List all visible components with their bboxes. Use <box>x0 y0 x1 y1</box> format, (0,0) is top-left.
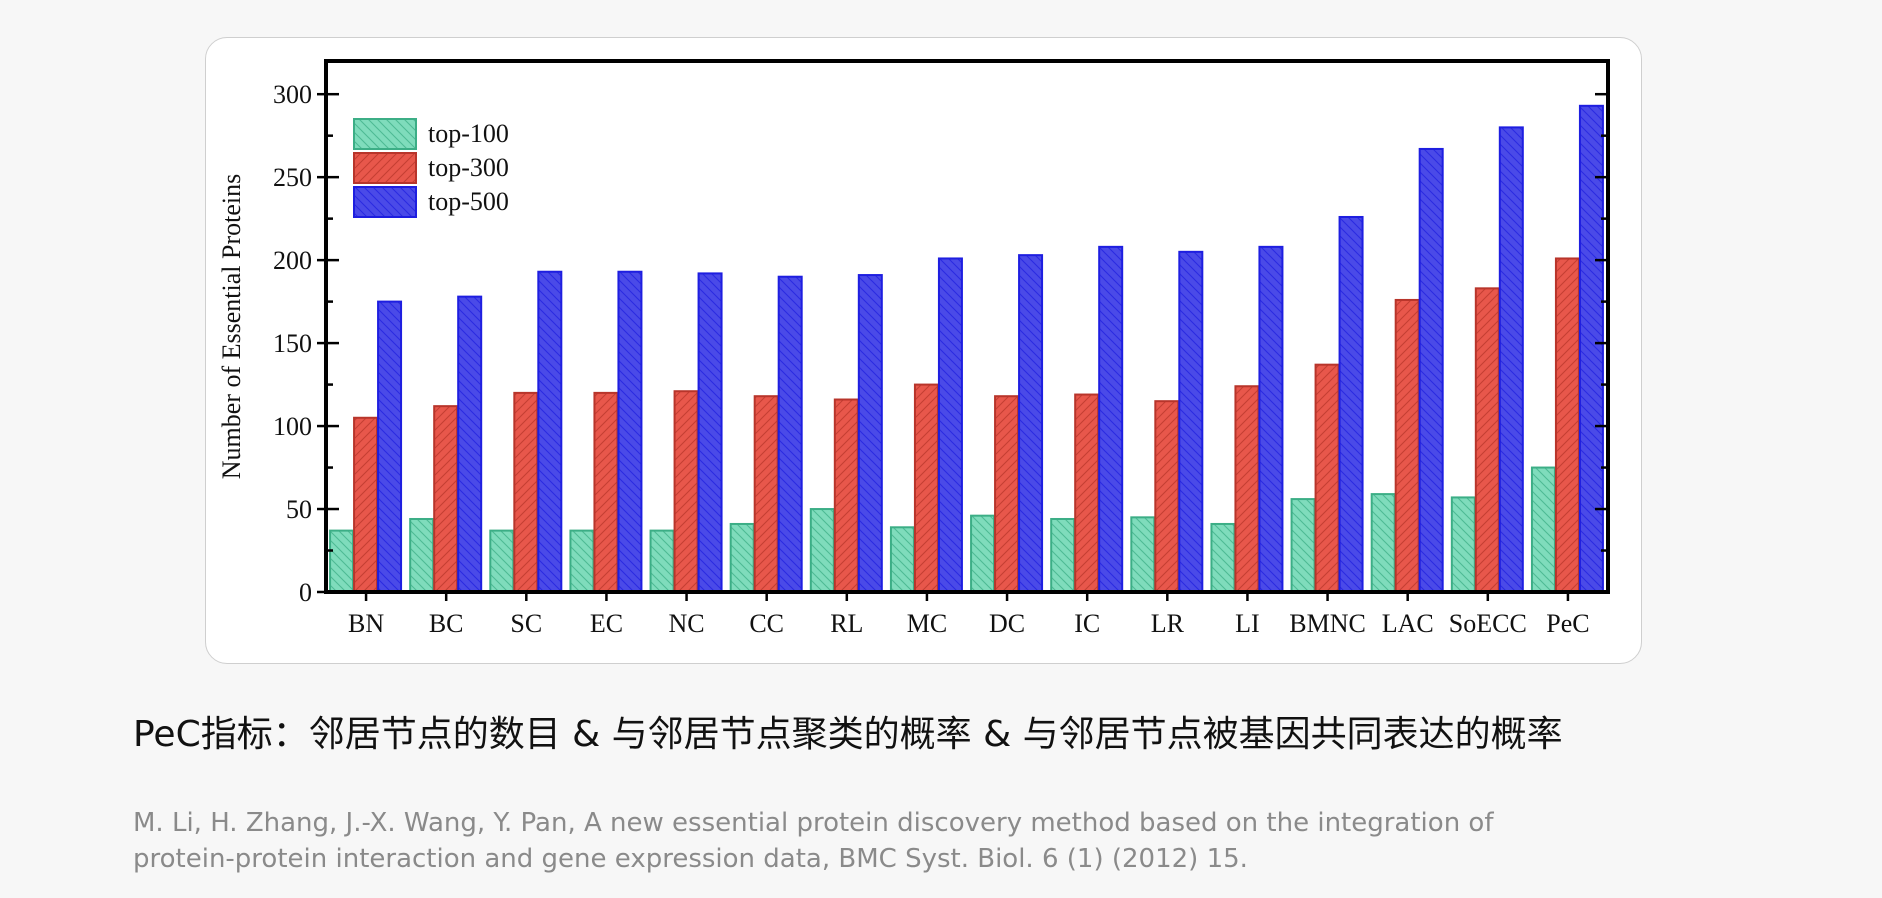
bar-mc-top-500 <box>937 257 963 593</box>
x-tick-label-bn: BN <box>348 609 384 638</box>
reference-line-2: protein-protein interaction and gene exp… <box>133 844 1248 874</box>
bar-cc-top-300 <box>753 395 779 593</box>
y-tick-label-200: 200 <box>273 246 312 275</box>
bar-nc-top-500 <box>697 272 723 593</box>
bar-ic-top-300 <box>1074 393 1100 593</box>
bar-dc-top-500 <box>1018 254 1044 593</box>
bar-pec-top-100 <box>1530 466 1556 593</box>
y-tick-label-300: 300 <box>273 80 312 109</box>
bar-lac-top-300 <box>1394 298 1420 593</box>
x-tick-label-bc: BC <box>429 609 464 638</box>
bar-chart: BN BC SC EC NC CC RL MC DC IC LR LI BMNC LAC SoECC PeC 0… <box>217 59 1610 638</box>
bar-bn-top-500 <box>377 300 403 593</box>
bar-dc-top-100 <box>970 514 996 594</box>
bar-cc-top-500 <box>777 275 803 593</box>
x-tick-label-cc: CC <box>749 609 784 638</box>
legend-swatch-top-100 <box>353 118 417 150</box>
bar-soecc-top-100 <box>1450 496 1476 593</box>
y-axis-label: Number of Essential Proteins <box>217 174 246 479</box>
bar-cc-top-100 <box>729 522 755 594</box>
bar-lac-top-500 <box>1418 147 1444 594</box>
bar-sc-top-100 <box>489 529 515 593</box>
x-tick-label-nc: NC <box>669 609 705 638</box>
bar-nc-top-100 <box>649 529 675 593</box>
bar-lr-top-300 <box>1154 400 1180 593</box>
bar-pec-top-500 <box>1578 104 1604 593</box>
bar-soecc-top-300 <box>1474 287 1500 593</box>
bar-lac-top-100 <box>1370 493 1396 593</box>
y-tick-label-250: 250 <box>273 163 312 192</box>
bar-lr-top-100 <box>1130 516 1156 593</box>
bar-sc-top-500 <box>537 270 563 593</box>
x-tick-label-lac: LAC <box>1382 609 1434 638</box>
bar-rl-top-300 <box>833 398 859 594</box>
bar-bmnc-top-100 <box>1290 498 1316 594</box>
bar-soecc-top-500 <box>1498 126 1524 593</box>
chart-card: BN BC SC EC NC CC RL MC DC IC LR LI BMNC LAC SoECC PeC 0… <box>205 37 1642 664</box>
bar-bc-top-500 <box>457 295 483 593</box>
bar-pec-top-300 <box>1554 257 1580 593</box>
reference-citation: M. Li, H. Zhang, J.-X. Wang, Y. Pan, A n… <box>133 805 1693 877</box>
x-tick-label-sc: SC <box>510 609 542 638</box>
bar-rl-top-500 <box>857 274 883 593</box>
y-tick-label-100: 100 <box>273 412 312 441</box>
bar-bmnc-top-500 <box>1338 215 1364 593</box>
bar-ic-top-500 <box>1098 245 1124 593</box>
bar-bc-top-100 <box>409 517 435 593</box>
bar-dc-top-300 <box>994 395 1020 593</box>
bar-li-top-300 <box>1234 385 1260 593</box>
bar-ic-top-100 <box>1050 517 1076 593</box>
x-tick-label-ec: EC <box>590 609 623 638</box>
y-tick-label-50: 50 <box>286 495 312 524</box>
bar-ec-top-100 <box>569 529 595 593</box>
bar-bn-top-300 <box>353 416 379 593</box>
legend-swatch-top-300 <box>353 152 417 184</box>
x-tick-label-pec: PeC <box>1546 609 1589 638</box>
legend-label-top-300: top-300 <box>428 153 509 182</box>
legend-label-top-100: top-100 <box>428 119 509 148</box>
bar-ec-top-300 <box>593 391 619 593</box>
x-tick-label-li: LI <box>1235 609 1260 638</box>
plot-frame <box>324 59 1610 594</box>
bar-bmnc-top-300 <box>1314 363 1340 593</box>
x-tick-label-soecc: SoECC <box>1449 609 1527 638</box>
bar-li-top-500 <box>1258 245 1284 593</box>
bar-mc-top-300 <box>913 383 939 593</box>
x-tick-label-mc: MC <box>907 609 947 638</box>
y-tick-label-150: 150 <box>273 329 312 358</box>
bar-lr-top-500 <box>1178 250 1204 593</box>
bar-nc-top-300 <box>673 390 699 594</box>
caption-text: PeC指标：邻居节点的数目 & 与邻居节点聚类的概率 & 与邻居节点被基因共同表… <box>133 714 1563 755</box>
bar-li-top-100 <box>1210 522 1236 594</box>
x-tick-label-bmnc: BMNC <box>1289 609 1366 638</box>
bar-bn-top-100 <box>329 529 355 593</box>
bar-bc-top-300 <box>433 405 459 593</box>
legend-label-top-500: top-500 <box>428 187 509 216</box>
legend: top-100 top-300 top-500 <box>353 118 509 218</box>
y-tick-label-0: 0 <box>299 578 312 607</box>
x-tick-label-dc: DC <box>989 609 1025 638</box>
bar-rl-top-100 <box>809 508 835 593</box>
x-tick-label-lr: LR <box>1151 609 1185 638</box>
bar-mc-top-100 <box>889 526 915 593</box>
x-tick-label-ic: IC <box>1074 609 1100 638</box>
bar-ec-top-500 <box>617 270 643 593</box>
reference-line-1: M. Li, H. Zhang, J.-X. Wang, Y. Pan, A n… <box>133 808 1494 838</box>
x-tick-label-rl: RL <box>830 609 863 638</box>
bar-sc-top-300 <box>513 391 539 593</box>
legend-swatch-top-500 <box>353 186 417 218</box>
